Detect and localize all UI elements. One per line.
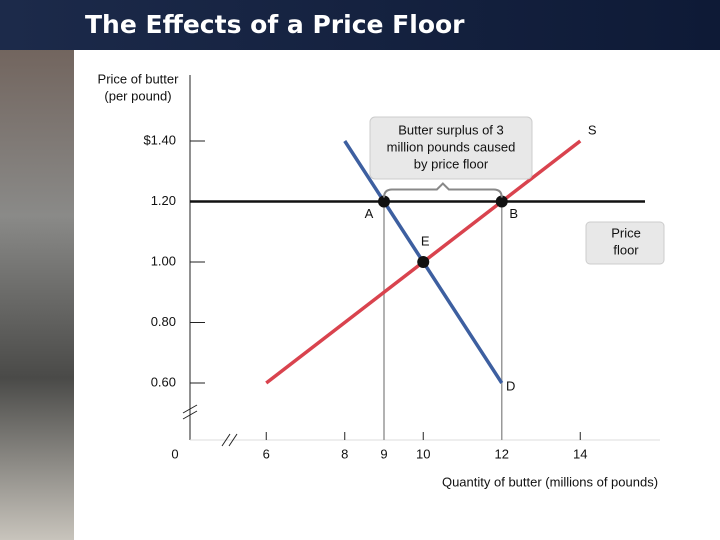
photo-strip [0, 0, 74, 540]
axis-break [182, 410, 198, 420]
x-tick-label: 12 [495, 446, 509, 461]
chart-title: The Effects of a Price Floor [85, 10, 465, 39]
price-floor-label: floor [613, 242, 639, 257]
surplus-note: million pounds caused [387, 139, 516, 154]
y-axis-label: (per pound) [104, 88, 171, 103]
x-tick-label: 14 [573, 446, 587, 461]
curve-label: D [506, 378, 515, 393]
surplus-note: Butter surplus of 3 [398, 122, 504, 137]
y-tick-label: $1.40 [143, 132, 176, 147]
point [378, 195, 390, 208]
y-tick-label: 1.00 [151, 253, 176, 268]
x-tick-label: 8 [341, 446, 348, 461]
price-floor-label: Price [611, 225, 641, 240]
origin-label: 0 [171, 446, 178, 461]
x-tick-label: 10 [416, 446, 430, 461]
point [495, 195, 508, 208]
surplus-brace [383, 182, 503, 198]
axis-break [228, 433, 238, 447]
point-label: A [365, 206, 374, 221]
point [417, 256, 430, 268]
axis-break [182, 404, 198, 414]
x-tick-label: 6 [263, 446, 270, 461]
y-tick-label: 1.20 [151, 193, 176, 208]
x-axis-label: Quantity of butter (millions of pounds) [442, 474, 658, 489]
surplus-note: by price floor [414, 156, 489, 171]
point-label: B [509, 206, 518, 221]
axis-break [221, 433, 231, 447]
title-bar [0, 0, 720, 50]
x-tick-label: 9 [380, 446, 387, 461]
y-tick-label: 0.60 [151, 374, 176, 389]
y-axis-label: Price of butter [98, 71, 180, 86]
price-floor-box [585, 221, 665, 265]
curve-label: S [588, 122, 597, 137]
y-tick-label: 0.80 [151, 314, 176, 329]
point-label: E [421, 233, 430, 248]
surplus-box [369, 116, 533, 180]
